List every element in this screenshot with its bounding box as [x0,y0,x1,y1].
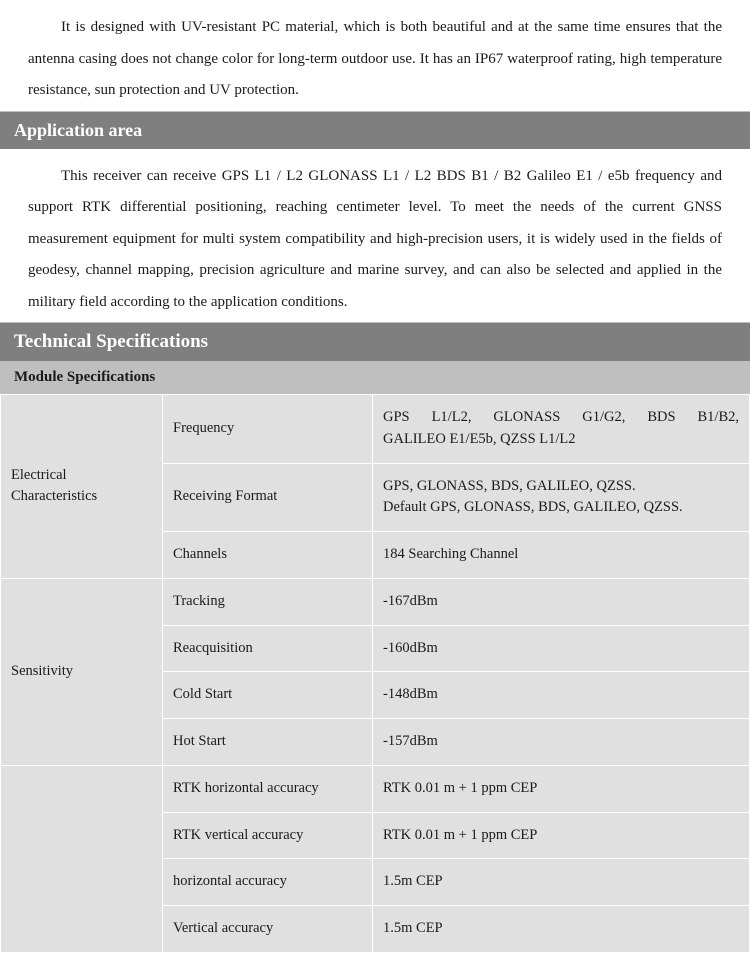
spec-value: 1.5m CEP [373,906,750,953]
spec-value: -167dBm [373,578,750,625]
table-row: Electrical Characteristics Frequency GPS… [1,395,750,464]
spec-label: Channels [163,532,373,579]
application-heading: Application area [0,111,750,149]
application-paragraph: This receiver can receive GPS L1 / L2 GL… [0,149,750,323]
table-row: Sensitivity Tracking -167dBm [1,578,750,625]
spec-value-line: GALILEO E1/E5b, QZSS L1/L2 [383,429,739,451]
spec-value: RTK 0.01 m + 1 ppm CEP [373,765,750,812]
spec-label: Receiving Format [163,463,373,532]
spec-category [1,765,163,952]
spec-label: Tracking [163,578,373,625]
spec-table: Electrical Characteristics Frequency GPS… [0,394,750,953]
spec-value: 184 Searching Channel [373,532,750,579]
module-spec-heading: Module Specifications [0,361,750,394]
spec-value: -160dBm [373,625,750,672]
spec-label: Hot Start [163,719,373,766]
spec-value-line: Default GPS, GLONASS, BDS, GALILEO, QZSS… [383,497,739,519]
spec-value: 1.5m CEP [373,859,750,906]
intro-paragraph: It is designed with UV-resistant PC mate… [0,0,750,111]
spec-label: Frequency [163,395,373,464]
spec-label: horizontal accuracy [163,859,373,906]
spec-category: Sensitivity [1,578,163,765]
spec-label: Vertical accuracy [163,906,373,953]
spec-label: Cold Start [163,672,373,719]
spec-value: GPS, GLONASS, BDS, GALILEO, QZSS. Defaul… [373,463,750,532]
spec-value: RTK 0.01 m + 1 ppm CEP [373,812,750,859]
spec-value: -148dBm [373,672,750,719]
spec-value-line: GPS, GLONASS, BDS, GALILEO, QZSS. [383,476,739,498]
table-row: RTK horizontal accuracy RTK 0.01 m + 1 p… [1,765,750,812]
spec-label: RTK horizontal accuracy [163,765,373,812]
spec-label: RTK vertical accuracy [163,812,373,859]
spec-value-line: GPS L1/L2, GLONASS G1/G2, BDS B1/B2, [383,407,739,429]
spec-category: Electrical Characteristics [1,395,163,579]
spec-value: GPS L1/L2, GLONASS G1/G2, BDS B1/B2, GAL… [373,395,750,464]
tech-spec-heading: Technical Specifications [0,322,750,361]
spec-label: Reacquisition [163,625,373,672]
spec-value: -157dBm [373,719,750,766]
